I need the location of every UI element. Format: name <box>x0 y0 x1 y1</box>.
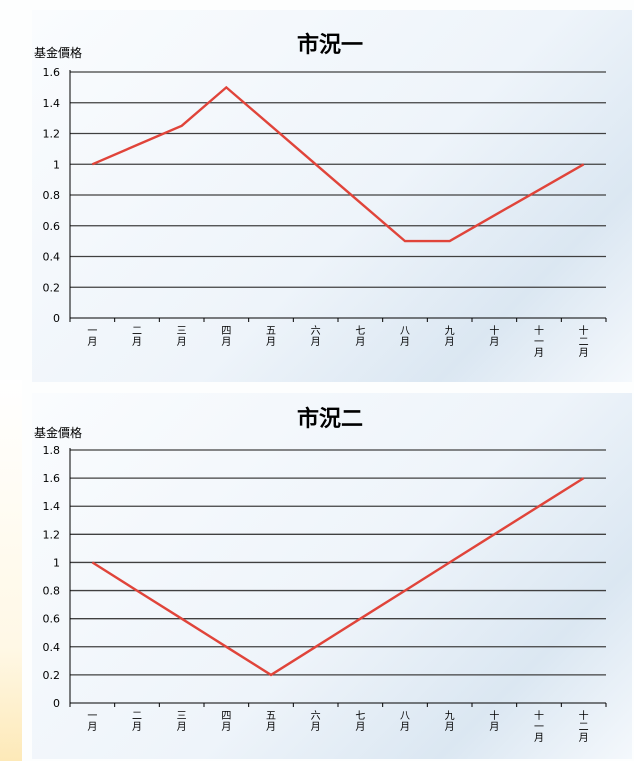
edge-decoration <box>0 380 22 761</box>
chart-title: 市況二 <box>297 406 363 432</box>
x-tick-label: 九月 <box>445 325 455 348</box>
y-tick-label: 0.6 <box>43 220 61 233</box>
x-tick-label: 十月 <box>489 324 499 348</box>
x-tick-label: 三月 <box>177 711 187 733</box>
y-tick-label: 0.6 <box>43 613 61 626</box>
y-tick-label: 1.4 <box>43 97 61 110</box>
x-tick-label: 五月 <box>266 711 276 733</box>
chart-title: 市況一 <box>297 32 363 58</box>
y-tick-label: 1.6 <box>43 66 61 79</box>
y-tick-label: 0 <box>53 697 60 710</box>
chart-2: 市況二 基金價格 0 0.2 0.4 0.6 0.8 1 1.2 1.4 1.6 1.8 一月 二月 三… <box>34 406 607 744</box>
y-tick-label: 0.2 <box>43 281 61 294</box>
y-axis-label: 基金價格 <box>34 45 82 60</box>
y-tick-label: 0.4 <box>43 251 61 264</box>
y-tick-label: 0.4 <box>43 641 61 654</box>
series-line <box>91 477 585 677</box>
x-tick-label: 四月 <box>221 711 231 733</box>
x-tick-label: 六月 <box>311 710 321 733</box>
x-tick-label: 八月 <box>400 326 410 348</box>
y-tick-label: 1.2 <box>43 128 61 141</box>
y-tick-label: 1 <box>53 158 60 171</box>
x-tick-label: 四月 <box>221 326 231 348</box>
x-tick-label: 十月 <box>489 709 499 733</box>
y-tick-label: 1 <box>53 556 60 569</box>
y-tick-label: 1.6 <box>43 472 61 485</box>
y-tick-label: 1.8 <box>43 444 61 457</box>
x-tick-label: 七月 <box>355 710 365 733</box>
x-tick-label: 九月 <box>445 710 455 733</box>
chart-panel-1: 市況一 基金價格 0 0.2 0.4 0.6 0.8 1 1.2 1.4 1.6 一月 二月 三月 四月… <box>32 10 632 382</box>
y-tick-label: 0 <box>53 312 60 325</box>
x-tick-label: 十二月 <box>579 709 589 744</box>
chart-1: 市況一 基金價格 0 0.2 0.4 0.6 0.8 1 1.2 1.4 1.6 一月 二月 三月 四月… <box>34 32 607 359</box>
x-tick-label: 二月 <box>132 326 142 348</box>
x-tick-label: 一月 <box>87 326 97 348</box>
y-tick-label: 1.4 <box>43 500 61 513</box>
y-tick-label: 0.8 <box>43 585 61 598</box>
x-tick-label: 八月 <box>400 711 410 733</box>
x-tick-label: 十二月 <box>579 324 589 359</box>
x-tick-label: 七月 <box>355 325 365 348</box>
x-tick-label: 六月 <box>311 325 321 348</box>
x-tick-label: 五月 <box>266 326 276 348</box>
y-tick-label: 0.2 <box>43 669 61 682</box>
y-tick-label: 0.8 <box>43 189 61 202</box>
y-axis-label: 基金價格 <box>34 425 82 440</box>
x-tick-label: 二月 <box>132 711 142 733</box>
x-tick-label: 三月 <box>177 326 187 348</box>
series-line <box>91 85 585 243</box>
y-tick-label: 1.2 <box>43 528 61 541</box>
x-tick-label: 十一月 <box>534 709 544 744</box>
chart-panel-2: 市況二 基金價格 0 0.2 0.4 0.6 0.8 1 1.2 1.4 1.6 1.8 一月 二月 三… <box>32 393 632 759</box>
x-tick-label: 一月 <box>87 711 97 733</box>
x-tick-label: 十一月 <box>534 324 544 359</box>
